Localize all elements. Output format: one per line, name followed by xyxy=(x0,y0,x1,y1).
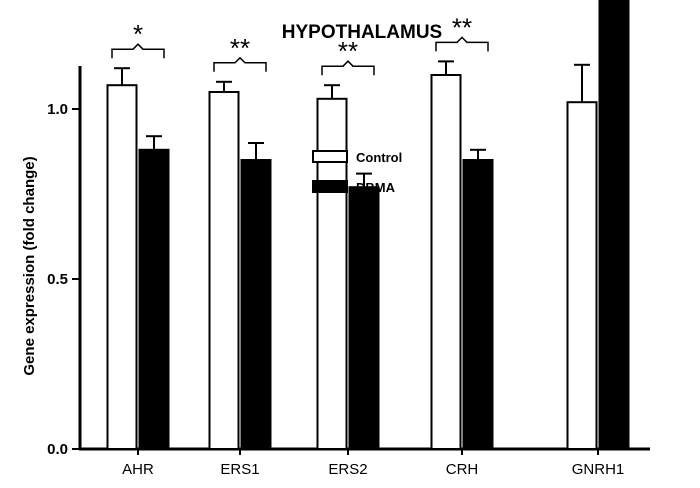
significance-bracket xyxy=(111,43,165,59)
chart-title: HYPOTHALAMUS xyxy=(282,22,442,43)
error-bars xyxy=(114,60,590,188)
x-tick-label: CRH xyxy=(446,461,479,478)
legend: Control DBMA xyxy=(312,150,402,195)
y-tick-label: 1.0 xyxy=(47,101,68,118)
significance-label: ** xyxy=(338,36,358,66)
significance-bracket xyxy=(213,56,267,72)
y-tick-label: 0.0 xyxy=(47,441,68,458)
legend-label-dbma: DBMA xyxy=(356,180,396,195)
x-tick-label: ERS2 xyxy=(328,461,367,478)
significance-label: * xyxy=(133,19,143,49)
x-ticks: AHR ERS1 ERS2 CRH GNRH1 xyxy=(122,449,624,478)
y-tick-label: 0.5 xyxy=(47,271,68,288)
y-ticks: 0.00.51.01.52.0 xyxy=(47,101,80,458)
control-bar-crh xyxy=(430,74,462,450)
dbma-bar-ers1 xyxy=(240,159,272,450)
legend-label-control: Control xyxy=(356,150,402,165)
dbma-bar-ahr xyxy=(138,148,170,451)
control-bar-ers1 xyxy=(208,91,240,450)
dbma-bar-ers2 xyxy=(348,186,380,450)
bars xyxy=(106,0,630,451)
x-tick-label: ERS1 xyxy=(220,461,259,478)
dbma-bar-crh xyxy=(462,159,494,450)
control-bar-gnrh1 xyxy=(566,101,598,450)
dbma-bar-gnrh1 xyxy=(598,0,630,450)
significance-label: ** xyxy=(452,12,472,42)
significance-label: ** xyxy=(230,33,250,63)
control-bar-ahr xyxy=(106,84,138,450)
legend-swatch-dbma xyxy=(312,180,348,193)
x-tick-label: AHR xyxy=(122,461,154,478)
significance-markers: ******** xyxy=(111,12,489,76)
y-axis-label: Gene expression (fold change) xyxy=(21,156,38,375)
legend-swatch-control xyxy=(312,150,348,163)
x-tick-label: GNRH1 xyxy=(572,461,625,478)
significance-bracket xyxy=(321,60,375,76)
significance-bracket xyxy=(435,36,489,52)
